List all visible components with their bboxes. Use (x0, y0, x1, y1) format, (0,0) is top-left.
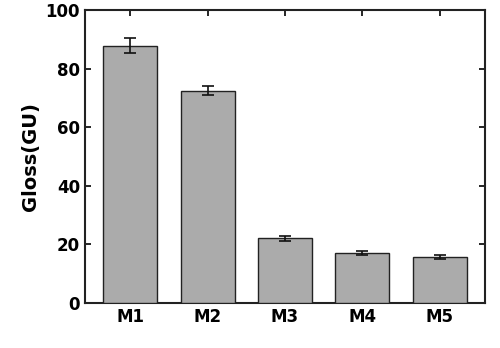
Y-axis label: Gloss(GU): Gloss(GU) (21, 102, 40, 211)
Bar (336, 253, 390, 303)
Bar (258, 238, 312, 303)
Bar (103, 46, 158, 303)
Bar (412, 258, 467, 303)
Bar (180, 91, 234, 303)
